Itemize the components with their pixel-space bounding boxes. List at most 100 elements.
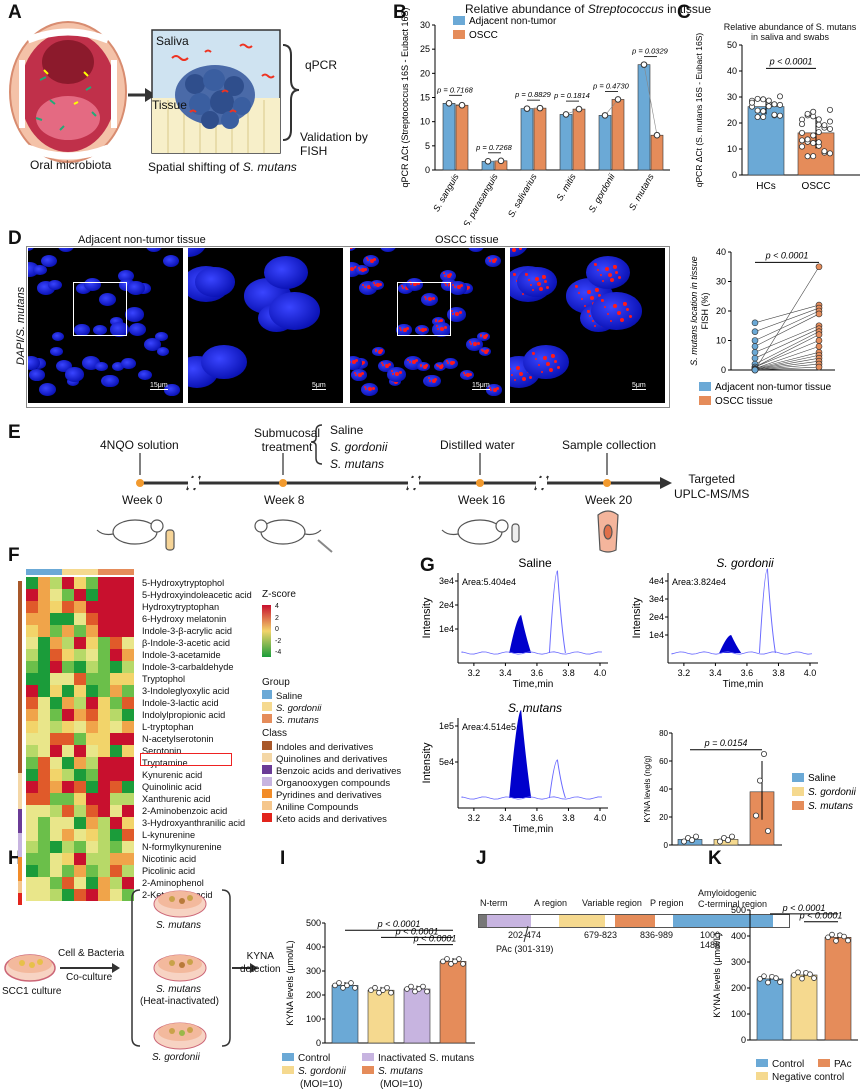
- data-point: [816, 117, 821, 122]
- heatmap-row: [26, 709, 134, 721]
- x-tick-label: S. gordonii: [587, 171, 618, 214]
- y-tick-label: 40: [727, 66, 737, 76]
- metabolite-label: Indolylpropionic acid: [142, 709, 252, 721]
- dish-label: S. mutans: [156, 920, 201, 931]
- nucleus: [39, 383, 57, 396]
- heatmap-cell: [98, 757, 110, 769]
- heatmap-cell: [98, 781, 110, 793]
- group-legend-title: Group: [262, 677, 290, 688]
- heatmap-cell: [38, 781, 50, 793]
- data-point: [772, 112, 777, 117]
- bar: [534, 108, 546, 170]
- heatmap-cell: [38, 793, 50, 805]
- data-point: [761, 97, 766, 102]
- data-point: [774, 976, 779, 981]
- data-point: [757, 778, 762, 783]
- heatmap-cell: [86, 709, 98, 721]
- heatmap-cell: [86, 613, 98, 625]
- heatmap-cell: [62, 601, 74, 613]
- data-point: [762, 974, 767, 979]
- arrow-icon: [112, 963, 120, 973]
- data-point: [337, 981, 342, 986]
- y-tick-label: 1e4: [649, 630, 664, 640]
- heatmap-cell: [86, 721, 98, 733]
- heatmap-cell: [110, 853, 122, 865]
- heatmap-cell: [86, 733, 98, 745]
- data-point: [822, 123, 827, 128]
- nucleus: [188, 248, 206, 257]
- heatmap-cell: [38, 769, 50, 781]
- open-mouth-icon: [10, 22, 126, 162]
- bacteria-signal: [542, 275, 546, 279]
- heatmap-cell: [98, 805, 110, 817]
- y-tick-label: 80: [659, 729, 668, 738]
- bacteria-signal: [454, 286, 456, 288]
- heatmap-cell: [50, 721, 62, 733]
- pair-line: [755, 332, 819, 364]
- saliva-label: Saliva: [156, 34, 189, 48]
- heatmap-cell: [110, 721, 122, 733]
- heatmap-row: [26, 721, 134, 733]
- heatmap-cell: [74, 817, 86, 829]
- heatmap-cell: [110, 649, 122, 661]
- heatmap-row: [26, 817, 134, 829]
- x-tick-label: 4.0: [594, 668, 607, 678]
- bacteria-signal: [492, 259, 496, 263]
- p-value-label: p = 0.8829: [514, 90, 551, 99]
- heatmap-cell: [98, 649, 110, 661]
- bacteria-signal: [584, 305, 586, 307]
- heatmap-cell: [122, 733, 134, 745]
- x-tick-label: S. parasanguis: [461, 172, 500, 225]
- legend-label: S. gordonii: [808, 787, 857, 798]
- heatmap-cell: [74, 781, 86, 793]
- heatmap-cell: [62, 745, 74, 757]
- heatmap-cell: [122, 697, 134, 709]
- bacteria-signal: [519, 372, 523, 376]
- heatmap-cell: [26, 589, 38, 601]
- heatmap-row: [26, 637, 134, 649]
- heatmap-cell: [98, 793, 110, 805]
- heatmap-cell: [50, 769, 62, 781]
- heatmap-cell: [74, 673, 86, 685]
- heatmap-cell: [122, 853, 134, 865]
- heatmap-cell: [62, 709, 74, 721]
- data-point: [846, 938, 851, 943]
- data-point: [445, 957, 450, 962]
- heatmap-cell: [86, 589, 98, 601]
- heatmap-cell: [122, 661, 134, 673]
- nucleus: [52, 332, 64, 341]
- heatmap-cell: [122, 673, 134, 685]
- y-tick-label: 2e4: [439, 600, 454, 610]
- data-point: [811, 154, 816, 159]
- heatmap-cell: [110, 745, 122, 757]
- heatmap-cell: [86, 649, 98, 661]
- metabolite-label: 3-Hydroxyanthranilic acid: [142, 817, 252, 829]
- y-axis-label: Intensity: [631, 597, 643, 638]
- bacteria-signal: [489, 260, 491, 262]
- nucleus: [269, 292, 319, 330]
- bar: [791, 975, 817, 1040]
- data-point: [615, 97, 621, 103]
- bacteria-signal: [399, 371, 402, 374]
- nucleus: [138, 370, 152, 380]
- p-value-label: p < 0.0001: [769, 56, 813, 66]
- heatmap-row: [26, 829, 134, 841]
- x-tick-label: 3.8: [562, 813, 575, 823]
- bacteria-signal: [519, 248, 522, 250]
- heatmap-cell: [98, 829, 110, 841]
- x-axis-label: Time,min: [513, 824, 554, 835]
- x-tick-label: 3.6: [531, 813, 544, 823]
- data-point: [834, 939, 839, 944]
- data-point: [812, 976, 817, 981]
- bacteria-signal: [477, 342, 480, 345]
- metabolite-label: β-Indole-3-acetic acid: [142, 637, 252, 649]
- data-point: [753, 813, 758, 818]
- metabolite-label: Indole-3-acetamide: [142, 649, 252, 661]
- heatmap-cell: [62, 805, 74, 817]
- heatmap-cell: [122, 781, 134, 793]
- class-segment: [18, 809, 22, 833]
- heatmap-cell: [50, 745, 62, 757]
- heatmap-cell: [98, 853, 110, 865]
- heatmap-cell: [50, 589, 62, 601]
- heatmap-cell: [38, 577, 50, 589]
